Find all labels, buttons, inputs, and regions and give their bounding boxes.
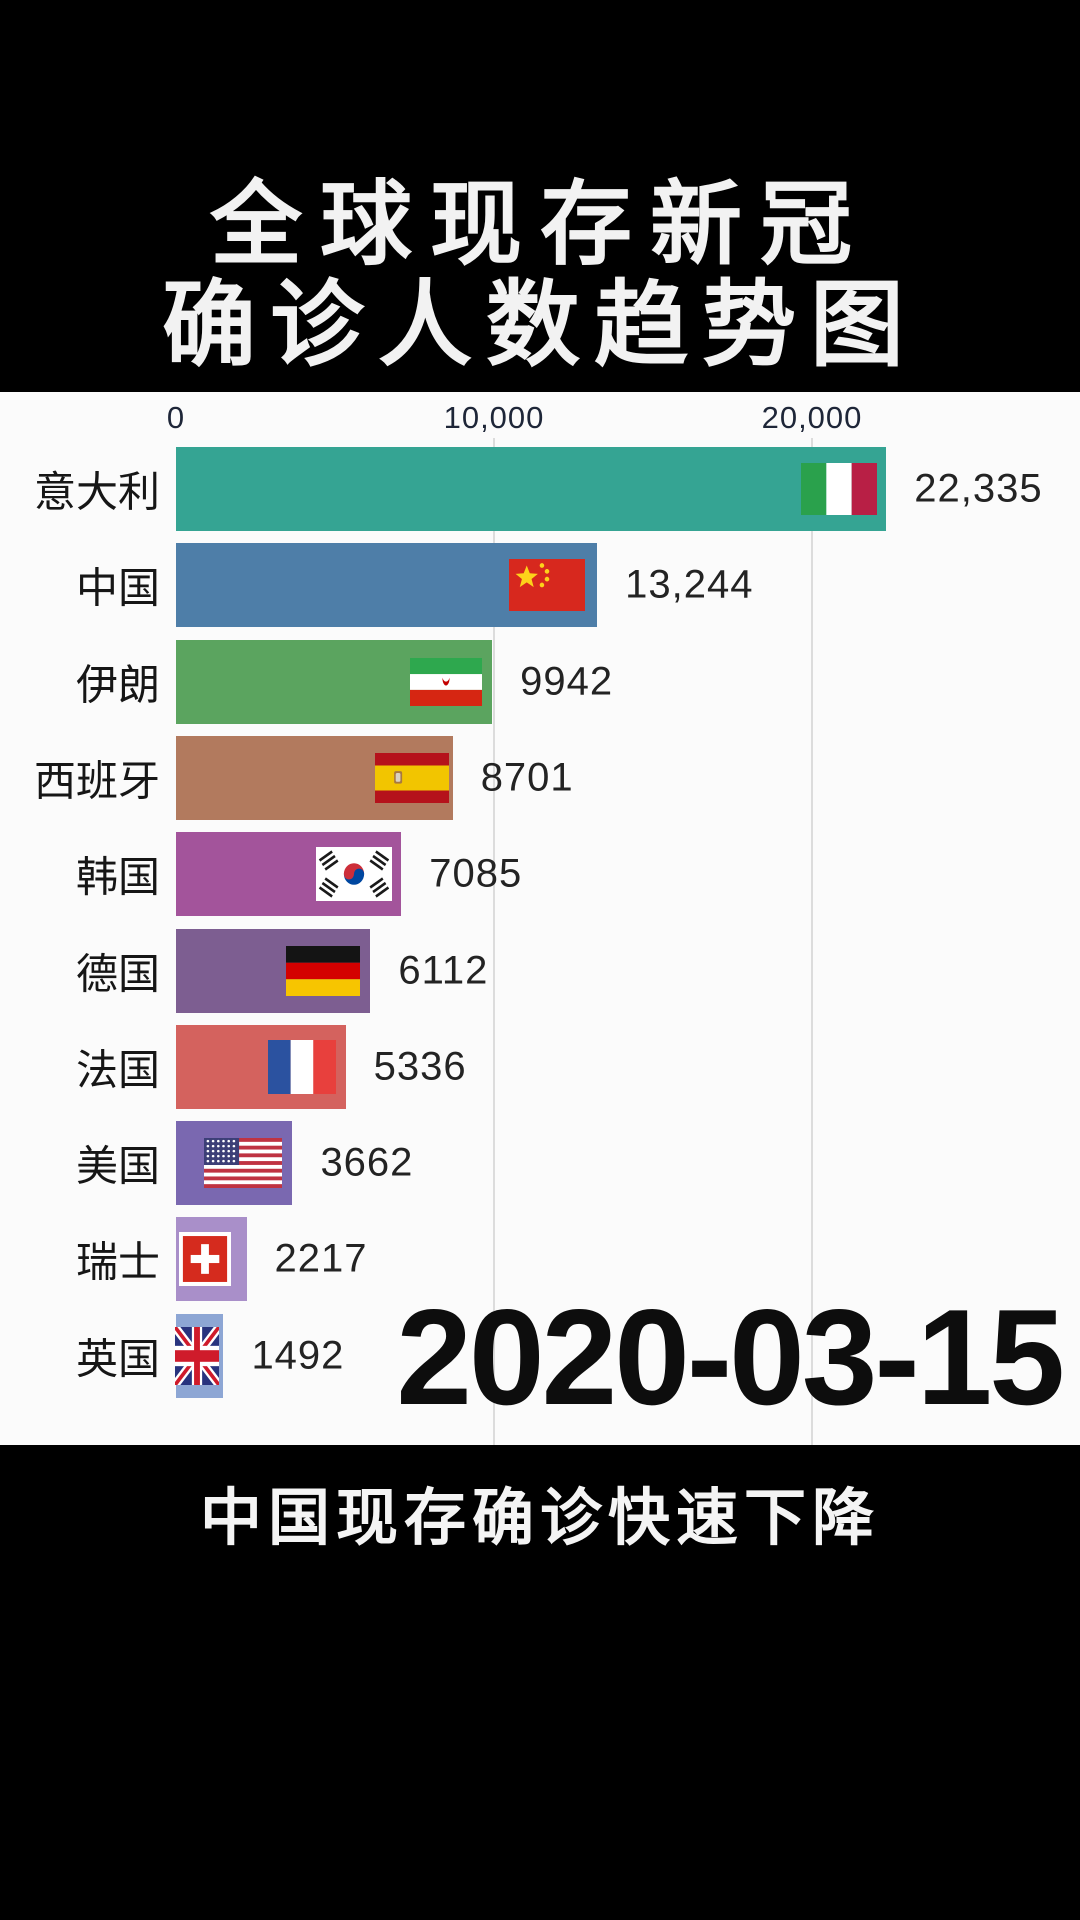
bar	[173, 1313, 224, 1398]
bar	[176, 1024, 346, 1109]
page-title-line1: 全球现存新冠	[209, 170, 870, 279]
x-axis-tick-label: 0	[166, 400, 186, 435]
country-label: 瑞士	[75, 1238, 160, 1286]
usa-flag-icon	[204, 1138, 283, 1189]
bar-row: 美国 3662	[0, 1121, 1080, 1206]
value-label: 1492	[251, 1333, 345, 1378]
country-label: 法国	[75, 1046, 160, 1094]
date-label: 2020-03-15	[396, 1281, 1065, 1433]
bar-row: 伊朗 9942	[0, 639, 1080, 724]
bar-row: 韩国 7085	[0, 832, 1080, 917]
bar	[176, 1121, 293, 1206]
caption-band: 中国现存确诊快速下降	[0, 1445, 1080, 1920]
country-label: 美国	[75, 1142, 160, 1190]
value-label: 5336	[373, 1044, 467, 1089]
value-label: 2217	[274, 1236, 368, 1281]
value-label: 7085	[429, 851, 523, 896]
bar-row: 意大利 22,335	[0, 447, 1080, 531]
country-label: 伊朗	[75, 661, 160, 709]
italy-flag-icon	[801, 463, 878, 515]
bar	[176, 639, 493, 724]
country-label: 意大利	[33, 468, 160, 516]
country-label: 德国	[75, 950, 160, 997]
value-label: 6112	[398, 948, 489, 992]
china-flag-icon	[509, 559, 586, 612]
gridline	[493, 438, 495, 1445]
value-label: 3662	[320, 1140, 414, 1185]
chart-panel: 0 10,000 20,000 意大利 22,335 中国 13,244 伊朗 9942 西…	[0, 392, 1080, 1445]
value-label: 22,335	[914, 466, 1043, 511]
page-title-line2: 确诊人数趋势图	[161, 269, 918, 380]
value-label: 13,244	[625, 562, 754, 607]
bar-row: 英国 1492	[0, 1313, 1080, 1398]
bar	[176, 1217, 247, 1302]
title-band: 全球现存新冠 确诊人数趋势图	[0, 0, 1080, 392]
bar-row: 法国 5336	[0, 1024, 1080, 1109]
x-axis-tick-label: 20,000	[761, 400, 863, 435]
bar	[176, 447, 887, 531]
germany-flag-icon	[286, 945, 361, 996]
uk-flag-icon	[173, 1321, 222, 1390]
spain-flag-icon	[374, 752, 449, 803]
bar-row: 德国 6112	[0, 928, 1080, 1013]
iran-flag-icon	[410, 657, 483, 706]
country-label: 中国	[75, 564, 160, 612]
bar	[176, 543, 598, 628]
switzerland-flag-icon	[178, 1232, 231, 1287]
caption-text: 中国现存确诊快速下降	[199, 1481, 880, 1554]
bar	[176, 735, 453, 820]
value-label: 8701	[480, 755, 574, 800]
bar-row: 中国 13,244	[0, 543, 1080, 628]
gridline	[811, 438, 813, 1445]
bar-row: 瑞士 2217	[0, 1217, 1080, 1302]
value-label: 9942	[520, 659, 614, 704]
x-axis-tick-label: 10,000	[443, 400, 545, 435]
country-label: 英国	[75, 1335, 160, 1383]
country-label: 韩国	[75, 853, 160, 901]
country-label: 西班牙	[33, 757, 160, 805]
france-flag-icon	[267, 1039, 336, 1094]
south-korea-flag-icon	[316, 847, 393, 902]
bar	[176, 832, 402, 917]
bar-row: 西班牙 8701	[0, 735, 1080, 820]
bar	[176, 928, 371, 1013]
